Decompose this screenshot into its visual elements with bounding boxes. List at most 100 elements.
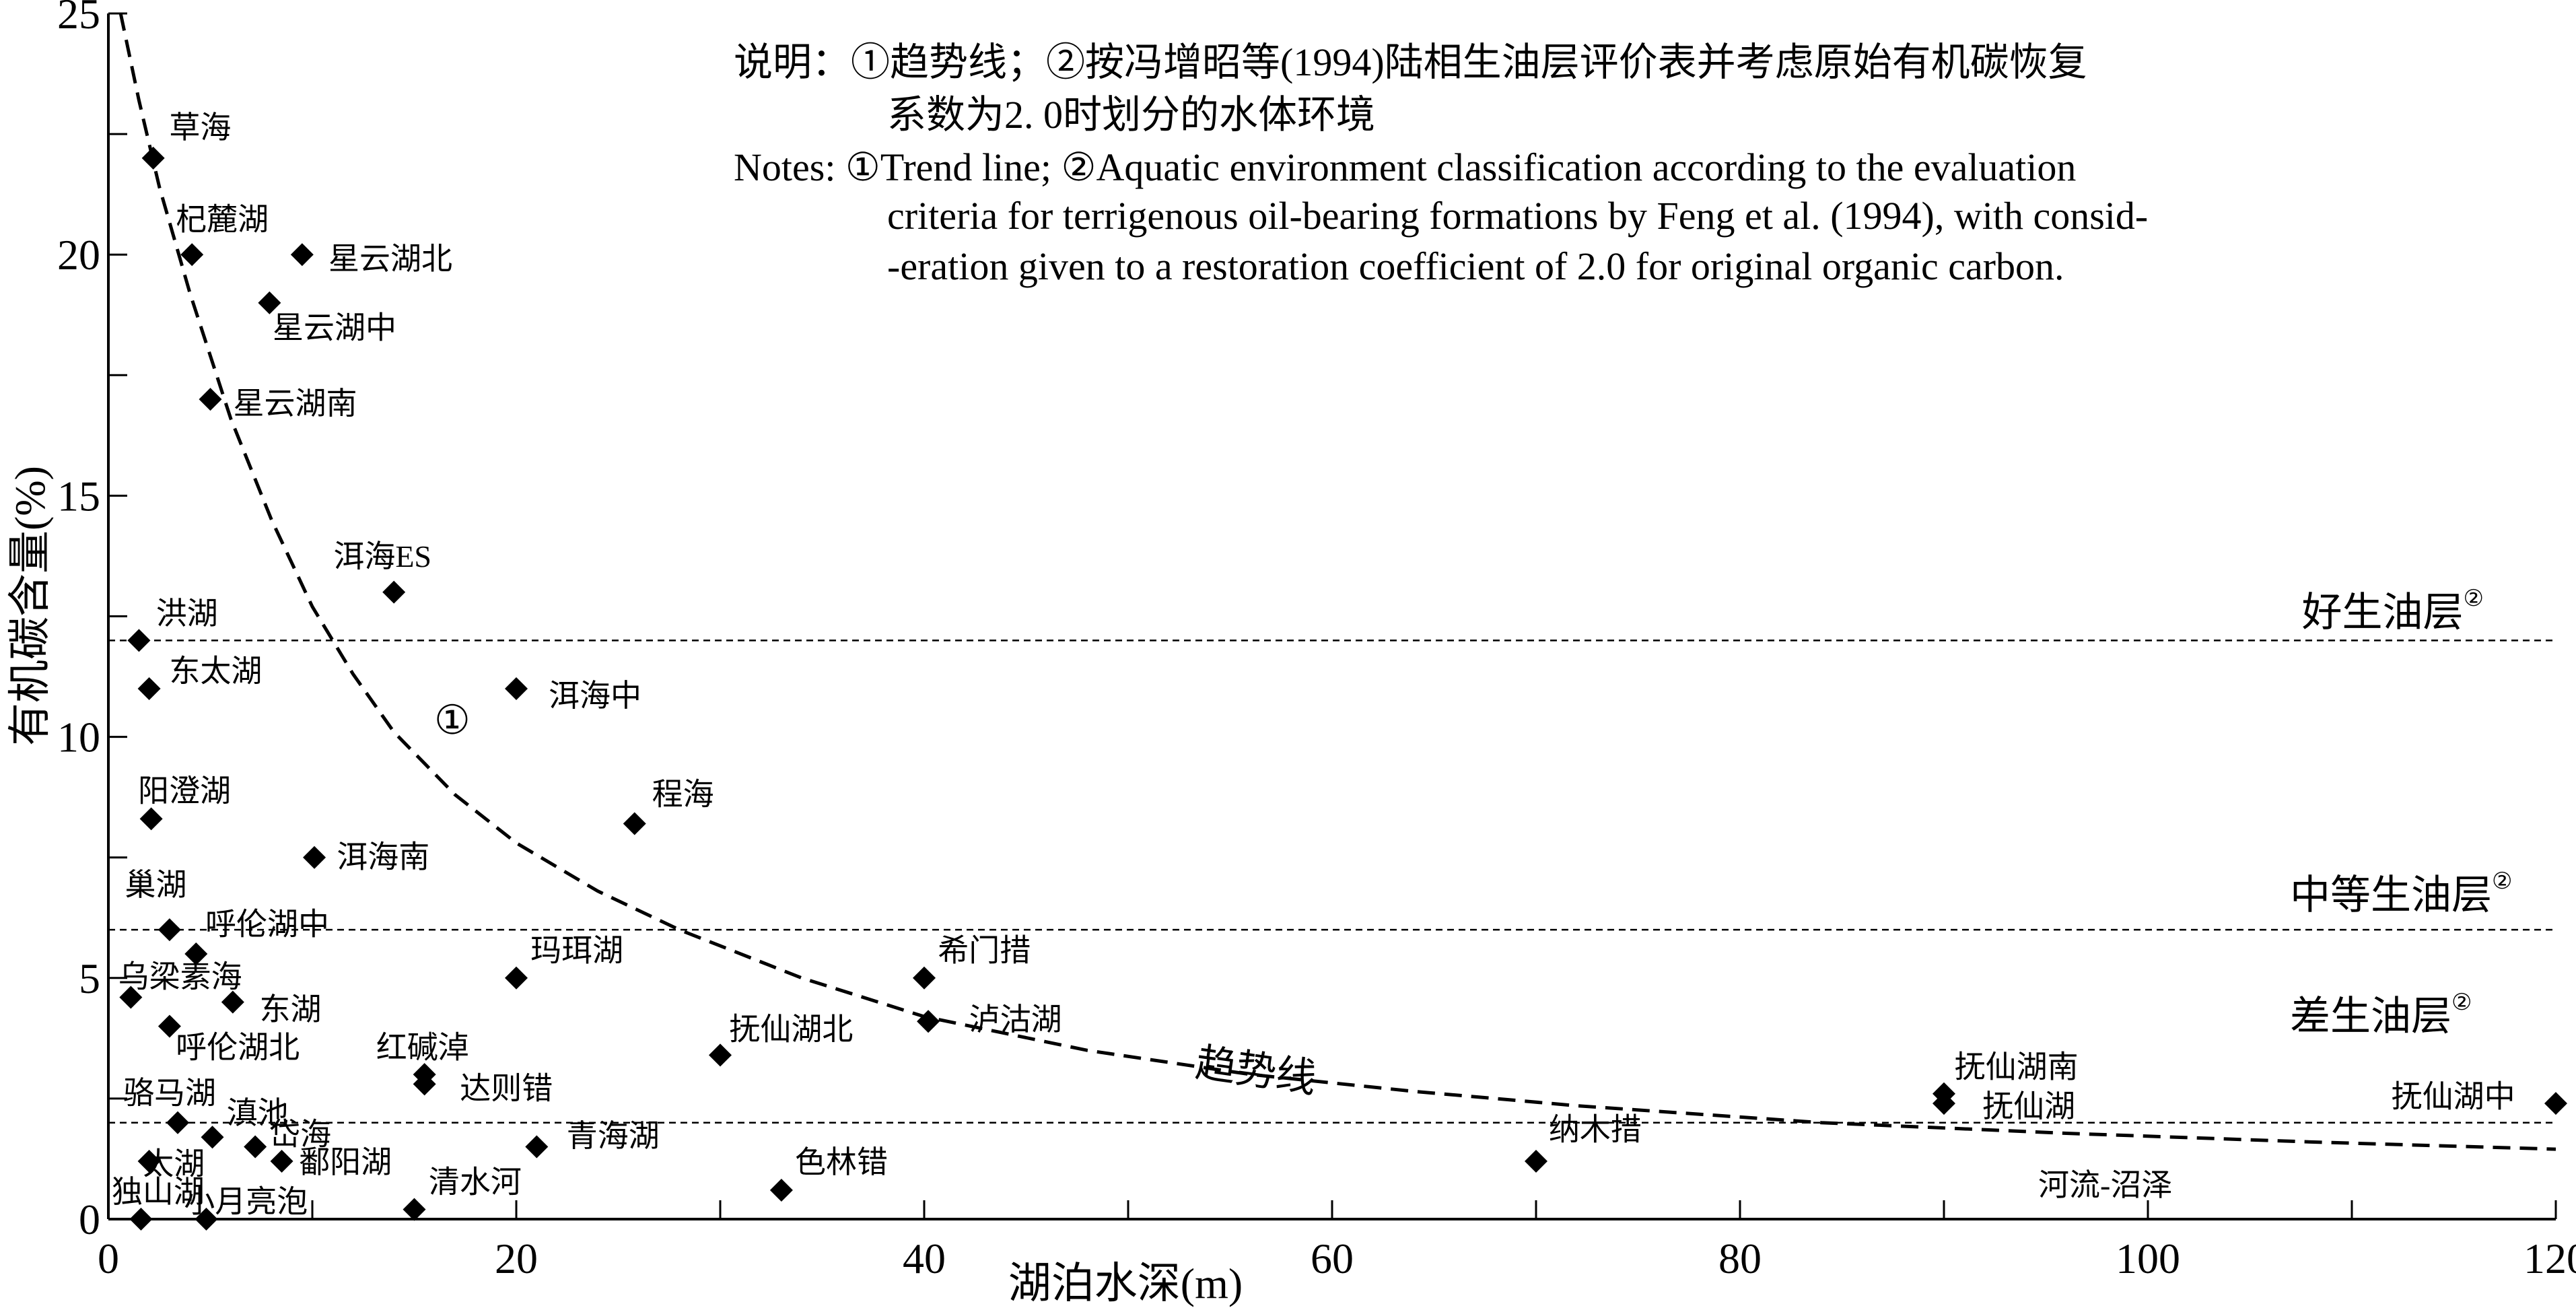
data-point bbox=[180, 243, 204, 267]
data-point bbox=[221, 990, 244, 1014]
data-point bbox=[127, 629, 151, 652]
point-label: 鄱阳湖 bbox=[299, 1145, 392, 1179]
point-label: 清水河 bbox=[429, 1165, 522, 1199]
point-label: 阳澄湖 bbox=[138, 774, 231, 808]
zone-label: 好生油层② bbox=[2302, 586, 2484, 635]
point-label: 独山湖 bbox=[112, 1175, 205, 1209]
data-point bbox=[413, 1072, 436, 1096]
x-tick-label: 40 bbox=[903, 1235, 946, 1282]
data-point bbox=[709, 1043, 732, 1067]
point-label: 太湖 bbox=[143, 1147, 205, 1181]
data-point bbox=[403, 1198, 426, 1221]
y-tick-label: 0 bbox=[79, 1196, 100, 1243]
point-label: 洱海中 bbox=[549, 679, 641, 713]
point-label: 纳木措 bbox=[1549, 1112, 1642, 1146]
data-point bbox=[141, 146, 165, 170]
data-point bbox=[382, 580, 406, 604]
y-tick-label: 10 bbox=[57, 714, 100, 761]
point-label: 抚仙湖南 bbox=[1955, 1050, 2079, 1084]
trend-line-label: 趋势线 bbox=[1193, 1041, 1319, 1101]
note-line: -eration given to a restoration coeffici… bbox=[887, 244, 2064, 288]
data-point bbox=[166, 1111, 190, 1134]
point-label: 色林错 bbox=[795, 1145, 888, 1179]
x-tick-label: 80 bbox=[1718, 1235, 1762, 1282]
data-point bbox=[505, 966, 528, 990]
point-label: 东湖 bbox=[260, 992, 322, 1027]
data-point bbox=[201, 1126, 224, 1149]
trend-line bbox=[118, 13, 2556, 1151]
point-label: 抚仙湖中 bbox=[2392, 1080, 2515, 1114]
point-label: 达则错 bbox=[460, 1071, 553, 1105]
point-label: 东太湖 bbox=[169, 654, 262, 689]
note-line: 系数为2. 0时划分的水体环境 bbox=[887, 93, 1375, 137]
point-label: 滇池 bbox=[227, 1096, 289, 1130]
point-label: 草海 bbox=[169, 110, 231, 145]
data-point bbox=[137, 1150, 161, 1173]
zone-label: 差生油层② bbox=[2290, 990, 2472, 1039]
point-label: 泸沽湖 bbox=[969, 1002, 1062, 1037]
point-label: 程海 bbox=[652, 778, 714, 812]
point-label: 抚仙湖 bbox=[1982, 1089, 2075, 1124]
data-point bbox=[244, 1135, 267, 1159]
data-point bbox=[199, 388, 222, 411]
point-label: 巢湖 bbox=[125, 868, 186, 902]
zone-label: 中等生油层② bbox=[2290, 869, 2512, 918]
point-label: 星云湖北 bbox=[328, 242, 452, 276]
data-point bbox=[303, 846, 326, 869]
data-point bbox=[623, 812, 646, 835]
annotation-river-swamp: 河流-沼泽 bbox=[2038, 1168, 2172, 1202]
notes: 说明：①趋势线；②按冯增昭等(1994)陆相生油层评价表并考虑原始有机碳恢复 系… bbox=[734, 40, 2148, 288]
point-label: 抚仙湖北 bbox=[729, 1012, 853, 1047]
data-point bbox=[137, 677, 161, 700]
threshold-lines: 好生油层② 中等生油层② 差生油层② bbox=[108, 586, 2556, 1124]
point-label: 星云湖南 bbox=[233, 386, 357, 421]
point-label: 呼伦湖北 bbox=[176, 1030, 300, 1064]
point-label: 洪湖 bbox=[156, 596, 218, 631]
point-label: 希门措 bbox=[938, 933, 1031, 967]
x-tick-label: 0 bbox=[98, 1235, 119, 1282]
data-point bbox=[270, 1150, 293, 1173]
data-point bbox=[769, 1179, 793, 1202]
data-point bbox=[913, 966, 936, 990]
data-point bbox=[129, 1208, 153, 1231]
point-label: 小月亮泡 bbox=[184, 1185, 308, 1219]
point-label: 杞麓湖 bbox=[176, 203, 269, 237]
point-label: 乌梁素海 bbox=[118, 959, 242, 994]
x-tick-label: 20 bbox=[495, 1235, 538, 1282]
data-point bbox=[258, 291, 281, 314]
trend-line-marker: ① bbox=[434, 698, 471, 743]
data-point bbox=[290, 243, 314, 267]
y-axis-title: 有机碳含量(%) bbox=[6, 466, 54, 746]
data-point bbox=[139, 807, 163, 831]
note-line: criteria for terrigenous oil-bearing for… bbox=[887, 194, 2148, 238]
y-tick-label: 20 bbox=[57, 231, 100, 279]
data-point bbox=[184, 942, 208, 965]
data-point bbox=[2544, 1092, 2567, 1115]
x-tick-label: 60 bbox=[1311, 1235, 1354, 1282]
x-tick-label: 120 bbox=[2523, 1235, 2576, 1282]
y-tick-label: 5 bbox=[79, 955, 100, 1002]
y-tick-label: 15 bbox=[57, 472, 100, 520]
data-points bbox=[119, 146, 2567, 1231]
data-point bbox=[1933, 1092, 1955, 1115]
data-point bbox=[1525, 1150, 1547, 1173]
data-point bbox=[119, 986, 143, 1009]
point-label: 洱海ES bbox=[333, 539, 431, 574]
point-label: 呼伦湖中 bbox=[205, 907, 329, 941]
point-label: 青海湖 bbox=[567, 1119, 660, 1153]
x-axis-title: 湖泊水深(m) bbox=[1008, 1260, 1243, 1307]
data-point bbox=[195, 1208, 218, 1231]
data-point bbox=[505, 677, 528, 700]
point-label: 洱海南 bbox=[337, 839, 429, 874]
data-point bbox=[158, 918, 181, 942]
data-point bbox=[158, 1014, 181, 1038]
data-point bbox=[525, 1135, 549, 1159]
point-label: 骆马湖 bbox=[123, 1076, 216, 1111]
y-tick-label: 25 bbox=[57, 0, 100, 38]
x-tick-label: 100 bbox=[2116, 1235, 2180, 1282]
note-line: 说明：①趋势线；②按冯增昭等(1994)陆相生油层评价表并考虑原始有机碳恢复 bbox=[734, 40, 2087, 84]
note-line: Notes: ①Trend line; ②Aquatic environment… bbox=[734, 145, 2076, 189]
point-label: 岱海 bbox=[269, 1117, 331, 1152]
